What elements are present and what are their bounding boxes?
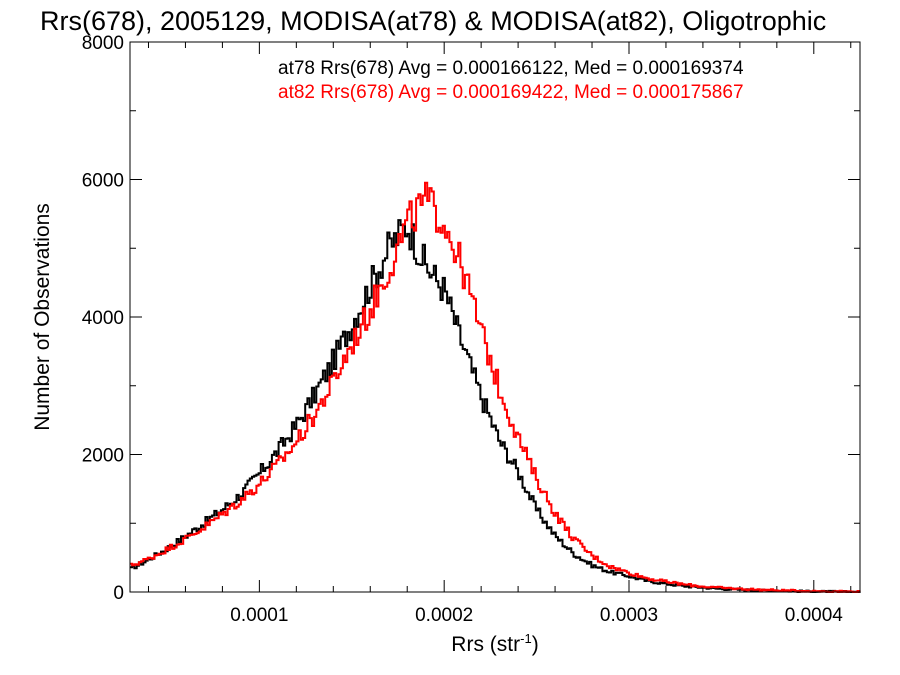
x-axis-label-exponent: -1 [520, 631, 532, 646]
x-axis-label: Rrs (str-1) [451, 631, 538, 656]
y-tick-label-3: 6000 [82, 171, 124, 192]
chart-title: Rrs(678), 2005129, MODISA(at78) & MODISA… [40, 6, 826, 36]
x-tick-label-1: 0.0002 [415, 605, 473, 626]
annotation-at82: at82 Rrs(678) Avg = 0.000169422, Med = 0… [278, 82, 744, 103]
plot-frame [129, 41, 861, 593]
x-tick-label-3: 0.0004 [785, 605, 844, 626]
x-axis-label-main: Rrs (str [451, 633, 520, 656]
y-tick-label-2: 4000 [82, 308, 124, 329]
series-group [130, 181, 861, 593]
x-tick-label-0: 0.0001 [230, 605, 288, 626]
series-line-1 [130, 181, 861, 593]
series-line-0 [130, 219, 861, 593]
y-tick-label-4: 8000 [82, 33, 124, 54]
annotation-at78: at78 Rrs(678) Avg = 0.000166122, Med = 0… [278, 58, 744, 79]
y-tick-label-0: 0 [113, 583, 124, 604]
y-axis-label: Number of Observations [31, 203, 54, 431]
x-tick-label-2: 0.0003 [600, 605, 658, 626]
axis-ticks: 0 2000 4000 6000 8000 0.0001 0.0002 0.0003 0.000… [82, 33, 860, 626]
x-axis-label-close: ) [532, 633, 539, 656]
y-tick-label-1: 2000 [82, 446, 124, 467]
